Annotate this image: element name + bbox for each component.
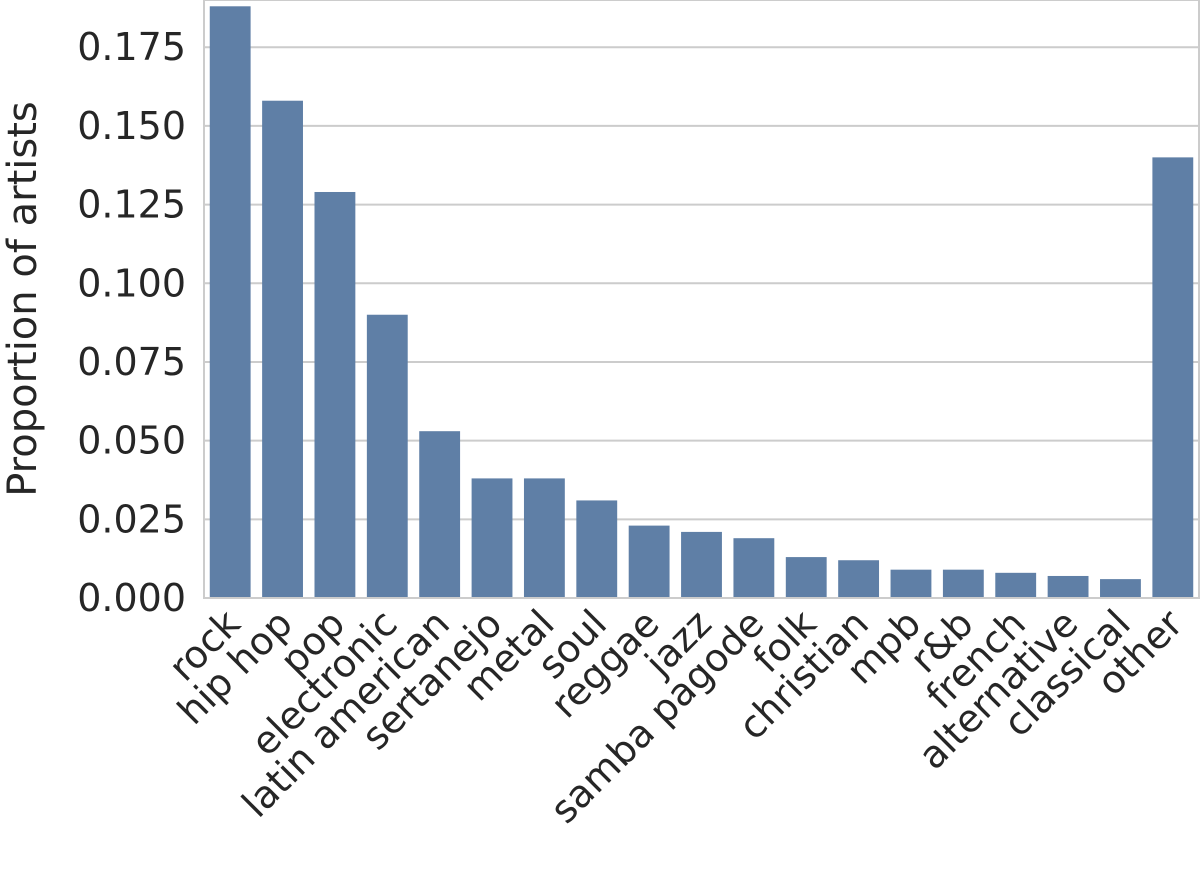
bar bbox=[681, 531, 722, 598]
bar bbox=[785, 557, 827, 598]
y-tick-label: 0.150 bbox=[77, 104, 186, 148]
bars bbox=[209, 6, 1194, 599]
y-tick-label: 0.125 bbox=[77, 183, 186, 227]
bar bbox=[628, 525, 670, 598]
bar bbox=[576, 500, 618, 598]
bar bbox=[942, 569, 984, 598]
y-tick-labels: 0.000 0.025 0.050 0.075 0.100 0.125 0.150 0.175 bbox=[77, 25, 186, 620]
y-axis-label: Proportion of artists bbox=[0, 101, 46, 497]
plot-frame bbox=[203, 0, 1200, 599]
bar bbox=[262, 100, 303, 598]
bar bbox=[1047, 575, 1089, 598]
bar bbox=[995, 572, 1037, 598]
y-tick-label: 0.025 bbox=[77, 497, 186, 541]
bar bbox=[209, 6, 251, 598]
bar bbox=[1100, 579, 1141, 598]
bar bbox=[1152, 157, 1194, 599]
bar bbox=[419, 431, 461, 598]
y-tick-label: 0.100 bbox=[77, 261, 186, 305]
y-tick-label: 0.050 bbox=[77, 419, 186, 463]
bar bbox=[890, 569, 932, 598]
bar bbox=[523, 478, 565, 598]
bar bbox=[733, 538, 775, 598]
y-tick-label: 0.175 bbox=[77, 25, 186, 69]
bar bbox=[314, 191, 356, 598]
bar bbox=[838, 560, 880, 598]
bar bbox=[366, 314, 408, 598]
y-tick-label: 0.000 bbox=[77, 576, 186, 620]
y-tick-label: 0.075 bbox=[77, 340, 186, 384]
bar bbox=[471, 478, 513, 598]
